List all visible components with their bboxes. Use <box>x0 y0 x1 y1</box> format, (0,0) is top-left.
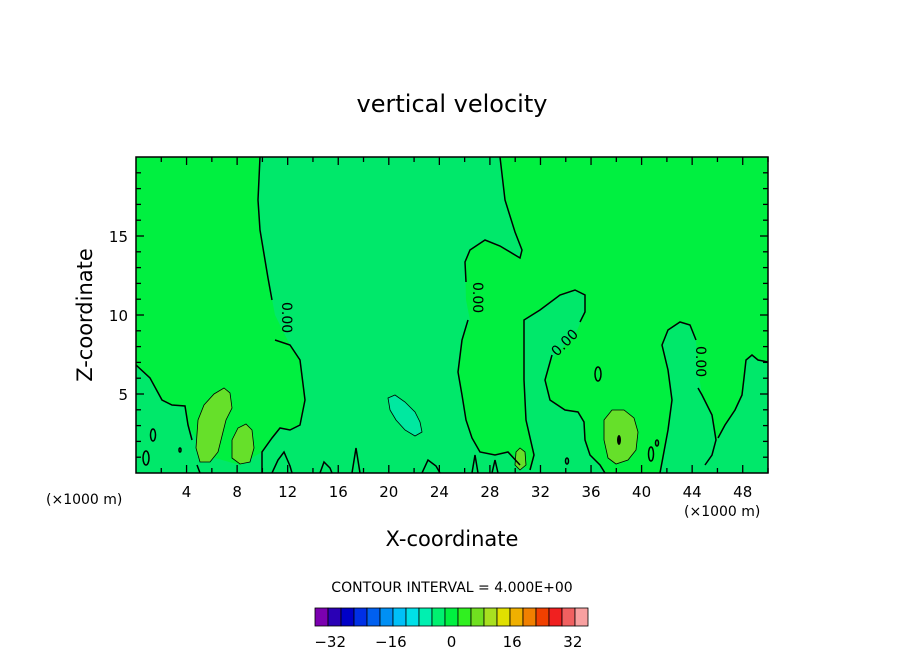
x-tick-label: 48 <box>733 483 752 501</box>
x-tick-label: 24 <box>430 483 449 501</box>
chart-title: vertical velocity <box>357 90 548 118</box>
colorbar-swatch <box>353 607 368 627</box>
plot-area <box>136 157 768 473</box>
x-tick-label: 40 <box>632 483 651 501</box>
contour-label: 0.00 <box>469 282 485 313</box>
y-tick-label: 15 <box>109 228 128 246</box>
contour-interval-note: CONTOUR INTERVAL = 4.000E+00 <box>331 580 572 596</box>
x-tick-label: 36 <box>581 483 600 501</box>
colorbar-swatch <box>574 607 589 627</box>
y-tick-label: 5 <box>118 386 128 404</box>
x-tick-label: 8 <box>232 483 242 501</box>
colorbar-swatch <box>327 607 342 627</box>
x-tick-label: 44 <box>683 483 702 501</box>
colorbar-swatch <box>379 607 394 627</box>
zero-contours <box>136 157 768 473</box>
colorbar-swatch <box>548 607 563 627</box>
colorbar-tick-label: 0 <box>447 633 457 651</box>
colorbar <box>314 607 589 627</box>
downdraft-region-left <box>136 157 605 473</box>
y-tick-label: 10 <box>109 307 128 325</box>
colorbar-swatch <box>405 607 420 627</box>
colorbar-tick-label: 32 <box>563 633 582 651</box>
colorbar-swatch <box>509 607 524 627</box>
colorbar-swatch <box>470 607 485 627</box>
colorbar-ticks: −32 −16 0 16 32 <box>314 633 582 651</box>
colorbar-swatch <box>340 607 355 627</box>
updraft-patch-1 <box>195 387 233 463</box>
downdraft-region-right2 <box>660 322 716 473</box>
x-axis-label: X-coordinate <box>386 527 519 551</box>
updraft-patch-3 <box>603 409 639 465</box>
updraft-patch-2 <box>231 423 255 465</box>
x-tick-label: 12 <box>278 483 297 501</box>
colorbar-swatch <box>457 607 472 627</box>
x-tick-label: 16 <box>329 483 348 501</box>
colorbar-swatch <box>314 607 329 627</box>
x-unit-label: (×1000 m) <box>46 492 122 508</box>
y-axis: 5 10 15 <box>109 172 768 458</box>
colorbar-swatch <box>366 607 381 627</box>
colorbar-tick-label: −16 <box>375 633 407 651</box>
x-tick-label: 32 <box>531 483 550 501</box>
downdraft-region-right <box>700 355 768 473</box>
y-unit-label: (×1000 m) <box>684 504 760 520</box>
colorbar-swatch <box>431 607 446 627</box>
colorbar-swatch <box>392 607 407 627</box>
colorbar-swatch <box>496 607 511 627</box>
colorbar-swatch <box>483 607 498 627</box>
updraft-patch-4 <box>514 447 527 471</box>
colorbar-swatch <box>522 607 537 627</box>
x-tick-label: 20 <box>379 483 398 501</box>
colorbar-swatch <box>418 607 433 627</box>
contour-label: 0.00 <box>692 346 708 377</box>
x-axis: 4 8 12 16 20 24 28 32 36 40 44 48 <box>160 157 769 501</box>
colorbar-tick-label: 16 <box>503 633 522 651</box>
y-axis-label: Z-coordinate <box>73 248 97 382</box>
colorbar-tick-label: −32 <box>314 633 346 651</box>
strong-downdraft-patch <box>387 394 423 437</box>
contour-label: 0.00 <box>278 302 294 333</box>
colorbar-swatch <box>561 607 576 627</box>
x-tick-label: 4 <box>182 483 192 501</box>
x-tick-label: 28 <box>480 483 499 501</box>
colorbar-swatch <box>444 607 459 627</box>
colorbar-swatch <box>535 607 550 627</box>
